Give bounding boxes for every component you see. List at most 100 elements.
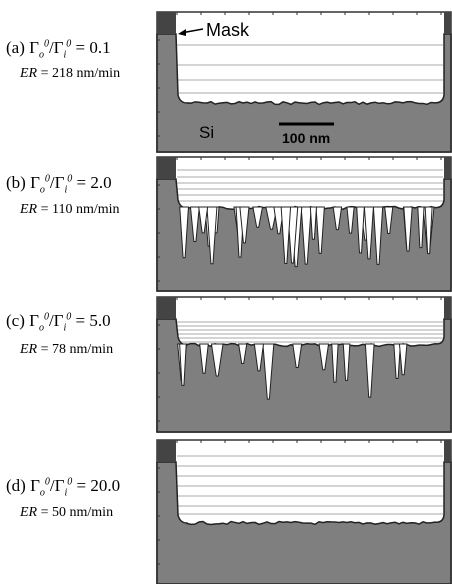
pore	[198, 206, 209, 234]
symbol: /Γ	[49, 173, 65, 192]
pore	[252, 206, 264, 228]
symbol: Γ	[30, 173, 40, 192]
superscript: 0	[44, 476, 50, 488]
equals: =	[76, 173, 87, 192]
equals: =	[76, 476, 87, 495]
er-value: = 110 nm/min	[40, 202, 120, 217]
mask	[157, 297, 176, 319]
subscript: i	[64, 184, 68, 196]
pore	[280, 206, 292, 265]
subscript: o	[38, 322, 44, 334]
pore	[331, 343, 339, 383]
equals: =	[75, 38, 86, 57]
mask	[157, 12, 176, 34]
superscript: 0	[67, 173, 73, 185]
er-value: = 218 nm/min	[40, 66, 121, 81]
superscript: 0	[43, 311, 49, 323]
subscript: i	[64, 487, 68, 499]
superscript: 0	[44, 173, 50, 185]
etch-rate: ER = 110 nm/min	[20, 202, 120, 218]
symbol: /Γ	[48, 311, 64, 330]
pore	[372, 206, 384, 265]
symbol: Γ	[29, 311, 39, 330]
ratio-value: 0.1	[89, 38, 111, 57]
mask	[157, 157, 176, 179]
ratio-value: 2.0	[90, 173, 112, 192]
subscript: i	[63, 322, 67, 334]
panel-letter: (d)	[6, 476, 26, 495]
scale-label: 100 nm	[282, 130, 330, 146]
symbol: Γ	[30, 476, 40, 495]
equals: =	[75, 311, 86, 330]
pore	[363, 206, 374, 260]
pore	[292, 343, 303, 369]
subscript: o	[38, 49, 44, 61]
panel-letter: (a)	[6, 38, 25, 57]
pore	[253, 343, 265, 372]
pore	[384, 206, 394, 234]
superscript: 0	[66, 38, 72, 50]
pore	[332, 206, 343, 231]
silicon	[156, 33, 452, 153]
panel-label: (c) Γo0/Γi0 = 5.0	[6, 311, 111, 333]
pore	[262, 343, 275, 400]
er-symbol: ER	[20, 202, 38, 217]
panel-letter: (b)	[6, 173, 26, 192]
pore	[356, 206, 365, 254]
er-symbol: ER	[20, 66, 38, 81]
panel-label: (b) Γo0/Γi0 = 2.0	[6, 173, 112, 195]
pore	[318, 343, 330, 371]
mask-label: Mask	[206, 20, 250, 40]
ratio-value: 20.0	[90, 476, 121, 495]
si-label: Si	[199, 123, 214, 142]
mask	[444, 12, 451, 34]
mask	[157, 440, 176, 462]
pore	[315, 206, 325, 254]
silicon	[156, 318, 452, 433]
pore	[417, 206, 425, 249]
pore	[179, 206, 189, 259]
etch-rate: ER = 218 nm/min	[20, 66, 120, 82]
subscript: o	[39, 184, 45, 196]
er-symbol: ER	[20, 342, 38, 357]
pore	[393, 343, 401, 379]
panel-letter: (c)	[6, 311, 25, 330]
symbol: Γ	[29, 38, 39, 57]
pore	[238, 343, 248, 364]
pore	[309, 206, 317, 240]
pore	[398, 343, 408, 376]
pore	[206, 206, 218, 265]
silicon	[156, 461, 452, 584]
pore	[346, 206, 355, 234]
subscript: i	[63, 49, 67, 61]
pore	[179, 343, 187, 386]
pore	[300, 206, 312, 265]
pore	[189, 206, 200, 242]
pore	[403, 206, 413, 252]
etch-rate: ER = 50 nm/min	[20, 505, 113, 521]
pore	[239, 206, 250, 244]
subscript: o	[39, 487, 45, 499]
er-value: = 50 nm/min	[40, 505, 114, 520]
superscript: 0	[66, 311, 72, 323]
er-symbol: ER	[20, 505, 38, 520]
er-value: = 78 nm/min	[40, 342, 114, 357]
pore	[424, 206, 433, 255]
superscript: 0	[43, 38, 49, 50]
panel-label: (d) Γo0/Γi0 = 20.0	[6, 476, 120, 498]
superscript: 0	[67, 476, 73, 488]
mask	[444, 297, 451, 319]
arrow-head	[178, 29, 186, 36]
panel-label: (a) Γo0/Γi0 = 0.1	[6, 38, 111, 60]
pore	[199, 343, 209, 374]
pore	[210, 343, 224, 377]
ratio-value: 5.0	[89, 311, 111, 330]
symbol: /Γ	[49, 476, 65, 495]
pore	[342, 343, 351, 381]
mask	[444, 440, 451, 462]
pore	[364, 343, 375, 398]
symbol: /Γ	[48, 38, 64, 57]
mask	[444, 157, 451, 179]
